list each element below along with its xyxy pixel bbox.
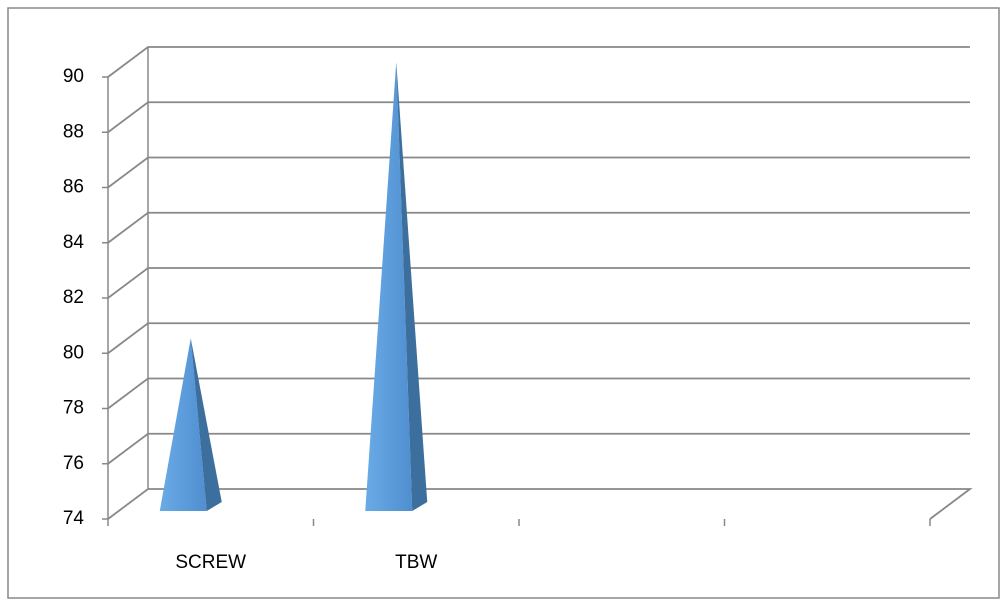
grid-line [107, 267, 970, 299]
pyramid [159, 338, 222, 511]
grid-line [107, 101, 970, 133]
grid-line [107, 211, 970, 244]
grid-line [107, 46, 970, 78]
x-tick-label: TBW [395, 552, 437, 573]
y-tick-label: 88 [63, 121, 84, 142]
y-tick-label: 78 [63, 398, 84, 419]
grid-line [107, 322, 970, 354]
y-tick-label: 80 [63, 342, 84, 363]
grid-line [107, 156, 970, 189]
pyramid-face [396, 62, 428, 511]
y-tick-label: 86 [63, 177, 84, 198]
y-tick-label: 82 [63, 287, 84, 308]
pyramid [365, 62, 428, 511]
grid-line [107, 488, 973, 520]
y-tick-label: 76 [63, 453, 84, 474]
pyramid-face [365, 62, 413, 511]
y-tick-label: 90 [63, 66, 84, 87]
y-tick-label: 74 [63, 508, 85, 529]
y-tick-label: 84 [63, 232, 85, 253]
chart-border [7, 7, 1000, 599]
pyramid-face [159, 338, 207, 511]
grid-line [107, 377, 970, 410]
x-tick-label: SCREW [175, 552, 246, 573]
grid-line [107, 432, 970, 465]
pyramid-face [190, 338, 222, 511]
